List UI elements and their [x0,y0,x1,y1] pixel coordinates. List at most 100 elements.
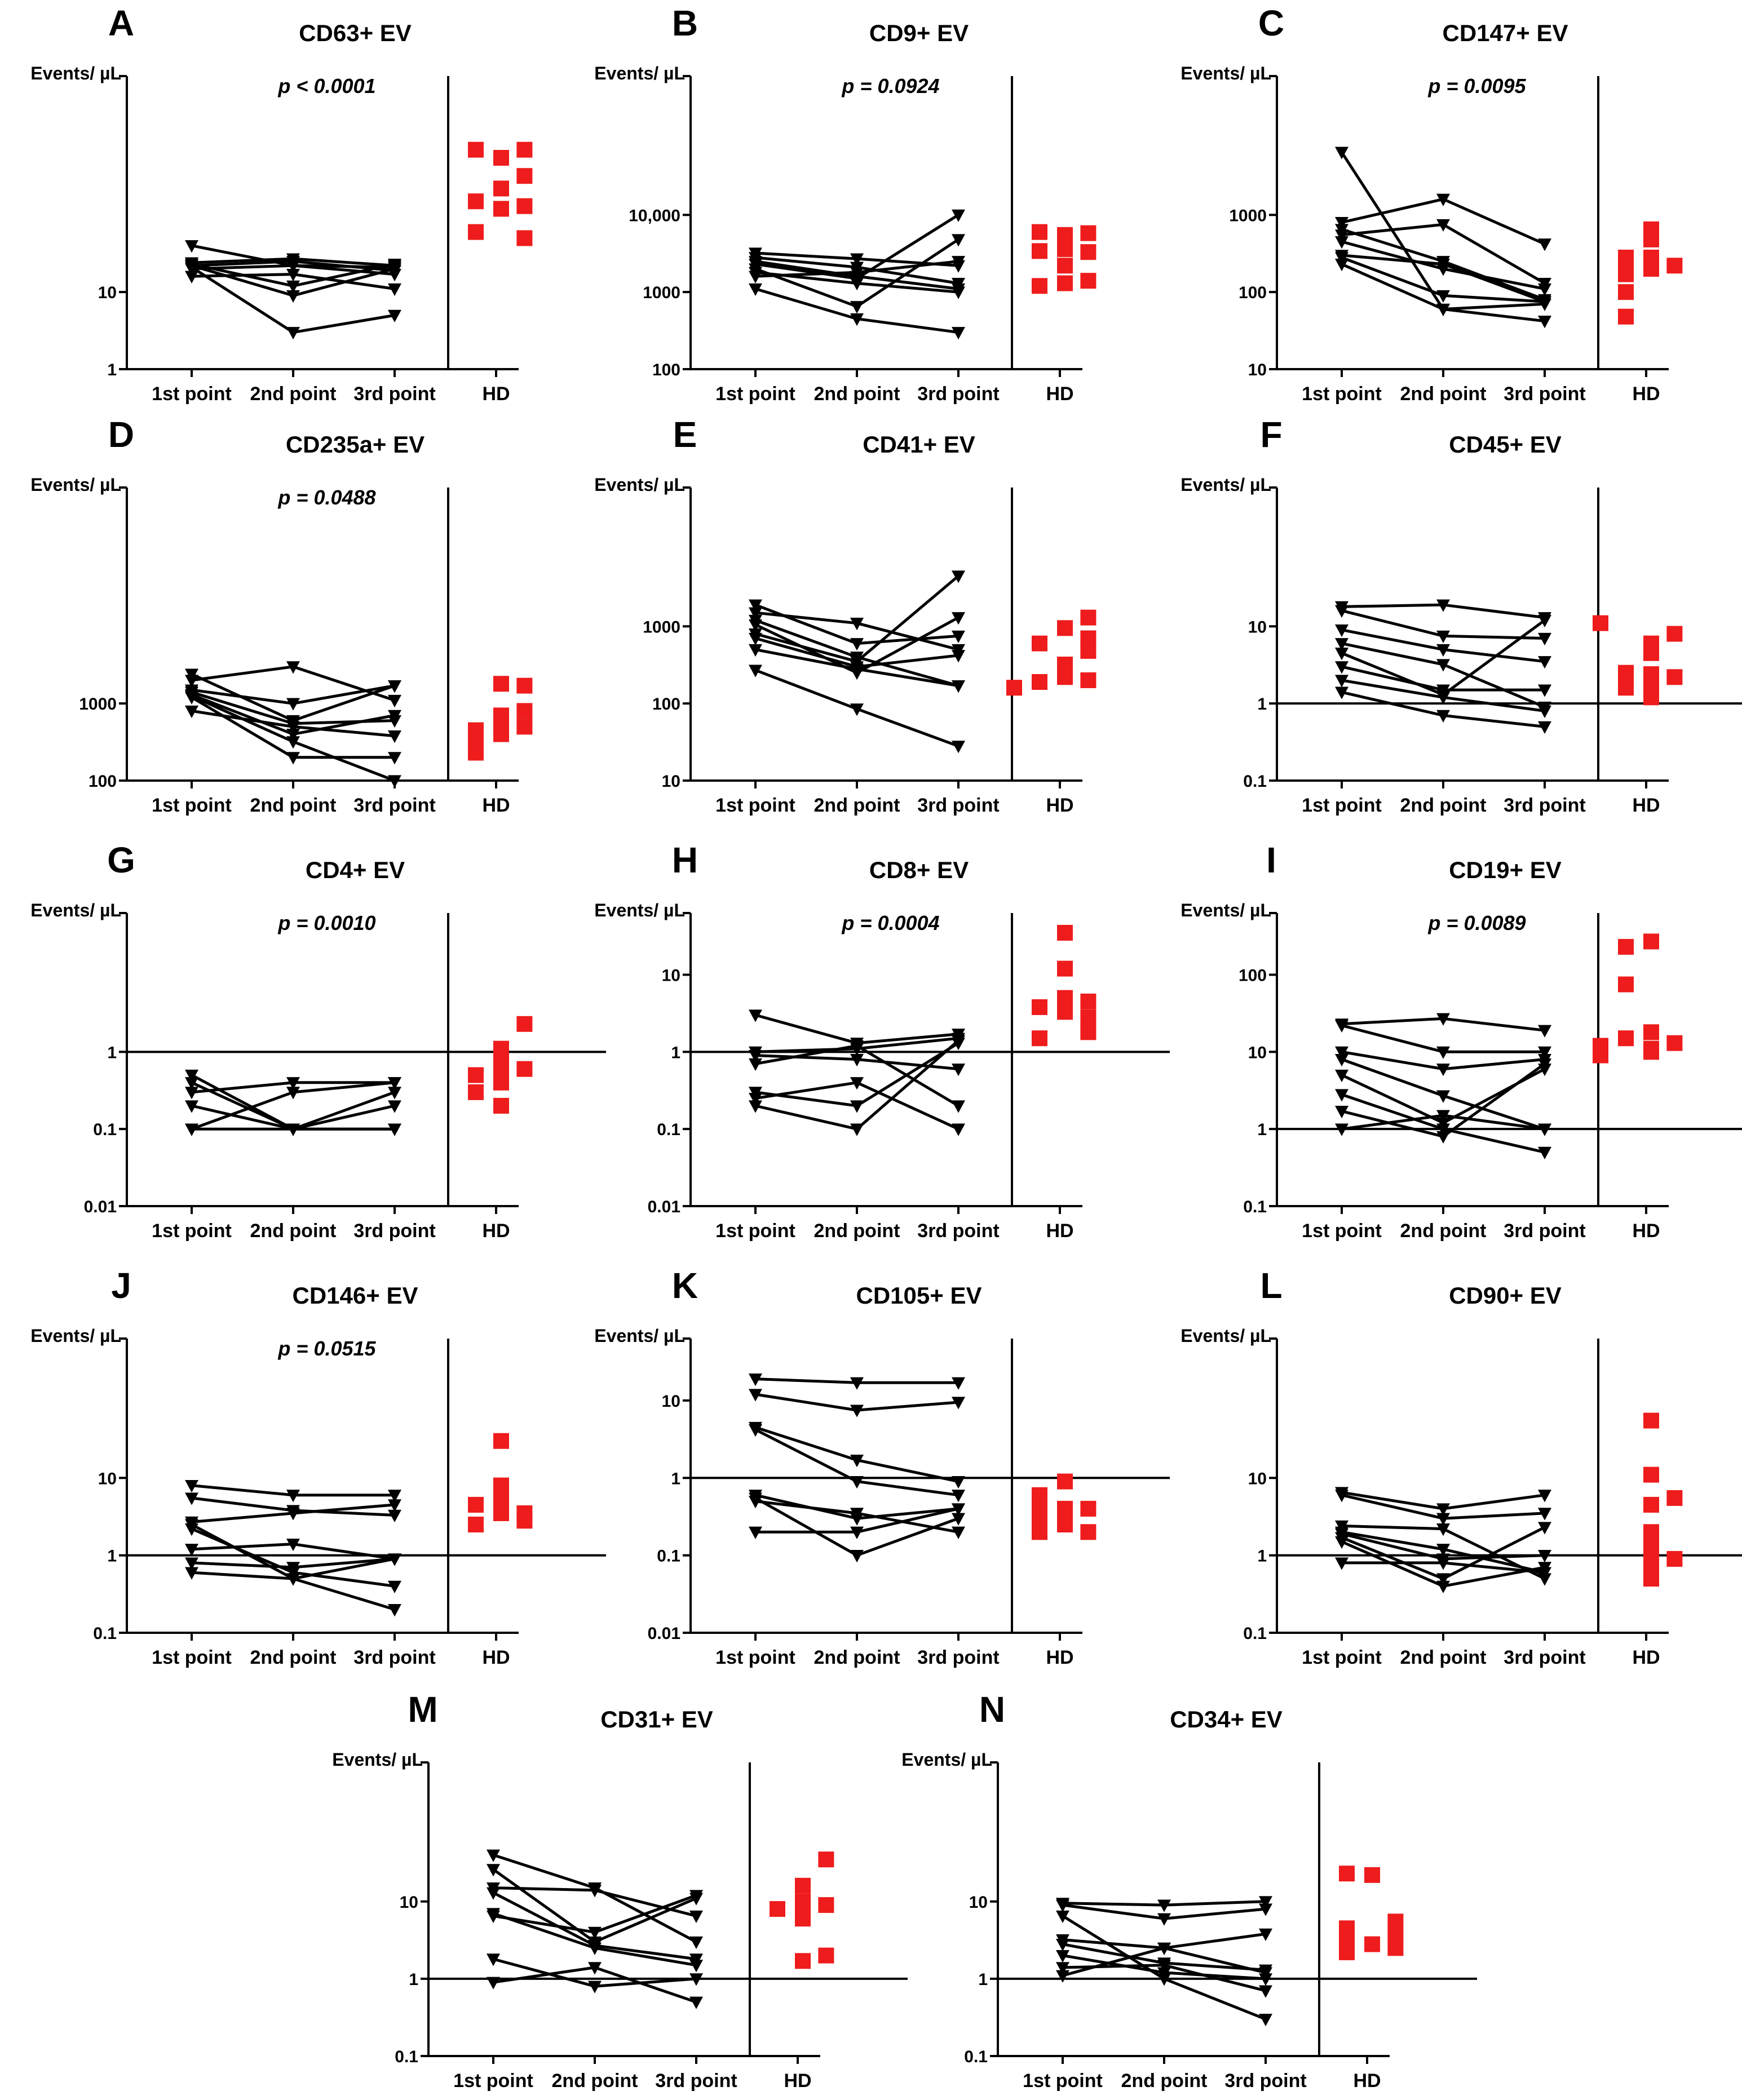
patient-point [1436,1573,1450,1586]
patient-point [1436,1503,1450,1516]
patient-point [388,309,401,322]
hd-point [1643,1412,1659,1429]
patient-point [286,1087,300,1100]
y-tick-label: 10 [1248,361,1267,379]
hd-point [1057,620,1073,636]
panel-n: N CD34+ EV Events/ µL 0.1 1 10 1st point 2nd po… [901,1689,1477,2092]
patient-point [286,698,300,711]
y-tick-label: 10,000 [629,206,680,225]
panel-letter: E [673,414,697,455]
patient-point [1056,1962,1069,1975]
patient-point [1538,1025,1551,1038]
patient-point [1259,1928,1272,1942]
y-tick-label: 100 [1239,966,1267,985]
hd-point [468,141,484,158]
patient-point [1335,675,1348,688]
x-tick-label: HD [1046,1647,1073,1668]
patient-point [1436,1123,1450,1136]
patient-point [1157,1913,1171,1926]
patient-point [952,1513,965,1526]
hd-point [493,726,509,742]
patient-point [689,1936,703,1950]
x-tick-label: 3rd point [353,1647,435,1668]
patient-point [1538,1490,1551,1503]
patient-point [850,267,864,280]
patient-point [1335,686,1348,699]
panel-h: H CD8+ EV p = 0.0004 Events/ µL 0.01 0.1 1 10 1s… [594,840,1170,1242]
patient-point [850,313,864,326]
hd-point [1618,308,1634,325]
x-tick-label: 3rd point [353,383,435,405]
patient-point [1259,1985,1272,1998]
patient-point [952,1526,965,1539]
y-tick-label: 10 [1248,1469,1267,1488]
hd-point [1057,258,1073,274]
hd-point [770,1901,785,1917]
patient-point [1436,1064,1450,1076]
y-tick-label: 100 [89,772,117,791]
x-tick-label: 2nd point [250,383,337,405]
y-tick-label: 1000 [643,618,680,636]
hd-point [1666,1035,1683,1051]
patient-point [850,253,864,266]
hd-point [1032,278,1047,294]
hd-point [1339,1944,1355,1960]
patient-point [1335,1123,1348,1136]
patient-point [749,1526,762,1539]
patient-point [1538,632,1551,646]
hd-point [516,230,533,246]
patient-point [1335,1046,1348,1059]
y-tick-label: 10 [400,1893,418,1912]
hd-point [1643,260,1659,277]
patient-point [388,1123,401,1136]
hd-point [1080,1024,1097,1040]
hd-point [1618,938,1634,955]
hd-point [493,676,509,692]
patient-point [1538,656,1551,669]
patient-point [487,1864,500,1877]
patient-point [286,269,300,282]
hd-point [1364,1936,1380,1952]
y-tick-label: 0.1 [395,2048,418,2066]
patient-point [1436,303,1450,317]
x-tick-label: 3rd point [1504,383,1585,405]
chart-title: CD235a+ EV [286,431,425,458]
patient-point [850,301,864,314]
x-tick-label: 2nd point [814,1647,900,1668]
patient-point [1436,259,1450,272]
y-axis-label: Events/ µL [594,63,685,83]
patient-point [1335,624,1348,637]
patient-point [1157,1899,1171,1912]
x-tick-label: HD [1632,1220,1660,1242]
patient-point [388,680,401,693]
hd-point [516,198,533,214]
y-axis-label: Events/ µL [30,63,121,83]
hd-point [1057,275,1073,291]
hd-point [493,150,509,166]
hd-point [468,193,484,210]
hd-point [1643,231,1659,247]
patient-point [286,280,300,293]
x-tick-label: HD [1046,1220,1073,1242]
patient-point [286,752,300,765]
panel-letter: F [1260,414,1282,455]
patient-point [952,1490,965,1503]
patient-point [588,1926,602,1939]
patient-point [1538,1508,1551,1521]
x-tick-label: 1st point [715,1220,795,1242]
y-tick-label: 10 [98,1469,117,1488]
patient-point [286,1490,300,1503]
chart-title: CD41+ EV [863,431,975,458]
patient-point [286,260,300,273]
y-tick-label: 1 [107,361,117,379]
patient-point [952,327,965,340]
hd-point [818,1851,834,1868]
patient-point [749,1496,762,1509]
patient-point [952,680,965,693]
hd-point [1080,225,1097,241]
hd-point [1057,1510,1073,1527]
patient-point [850,1550,864,1563]
patient-point [749,283,762,296]
patient-point [689,1910,703,1924]
x-tick-label: HD [1632,383,1660,405]
